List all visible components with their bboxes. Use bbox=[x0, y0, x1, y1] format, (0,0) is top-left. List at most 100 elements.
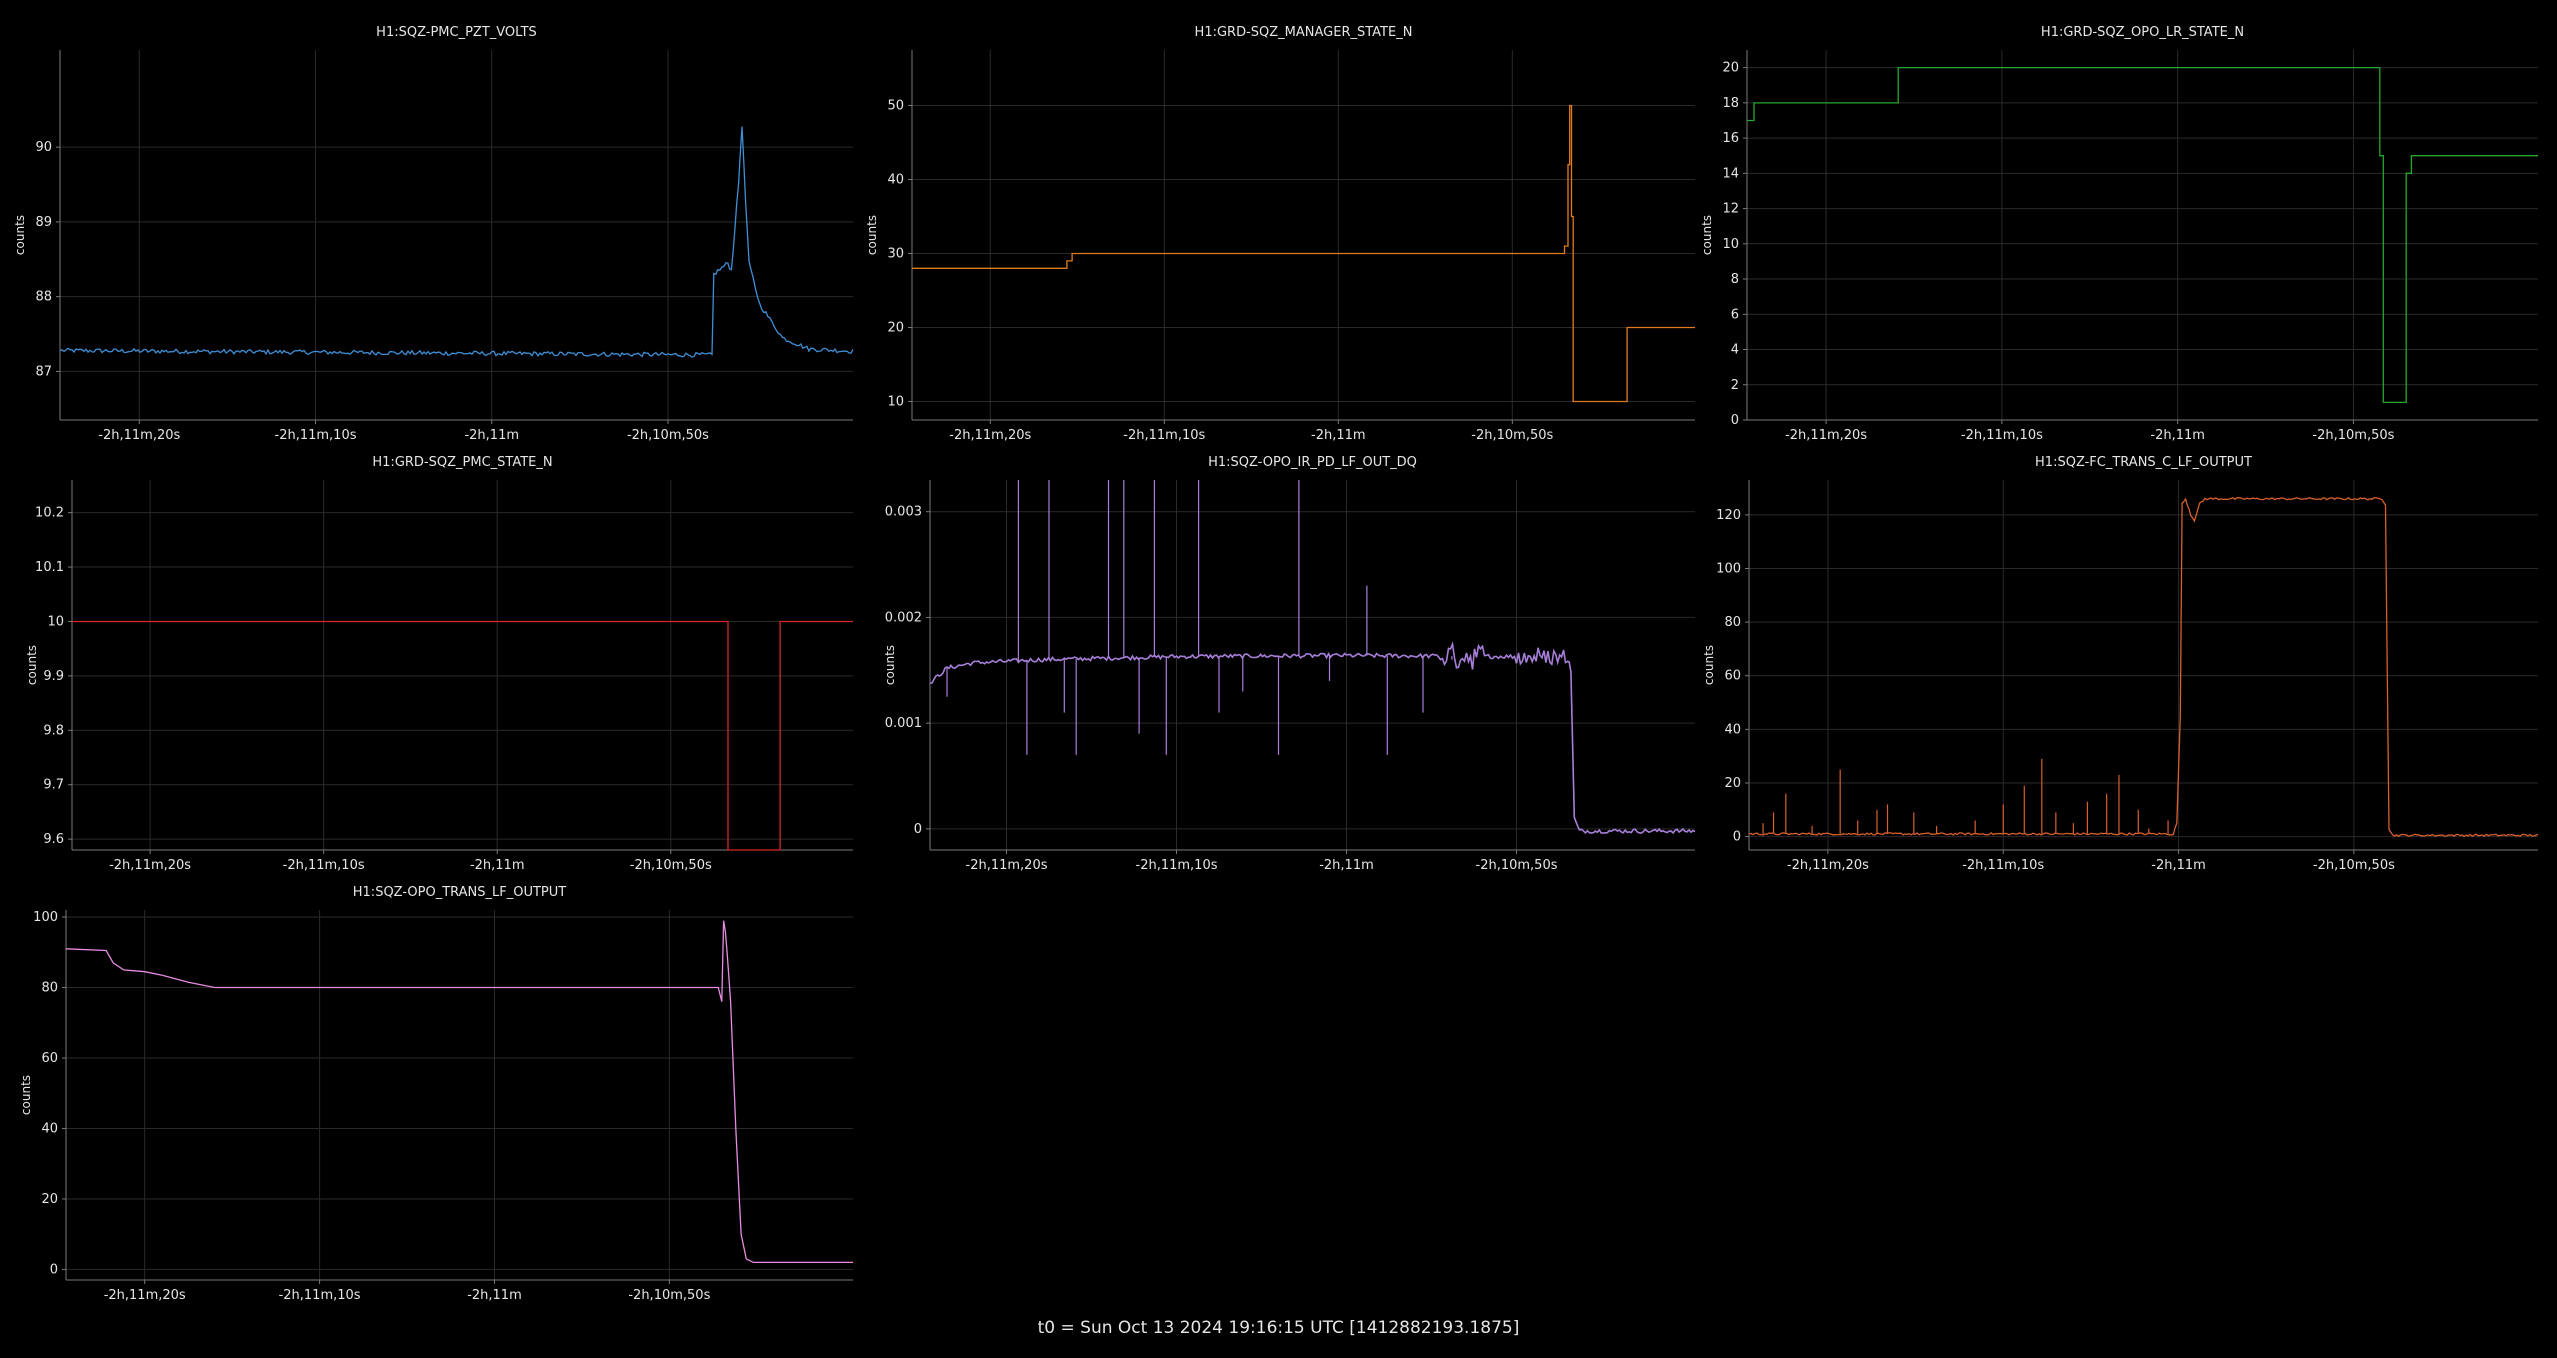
y-tick-label: 20 bbox=[41, 1192, 58, 1207]
y-tick-label: 9.9 bbox=[43, 669, 64, 684]
y-tick-label: 20 bbox=[1722, 61, 1739, 76]
y-tick-label: 60 bbox=[1724, 669, 1741, 684]
x-tick-label: -2h,11m bbox=[464, 428, 519, 443]
x-tick-label: -2h,11m,10s bbox=[1123, 428, 1205, 443]
y-tick-label: 16 bbox=[1722, 131, 1739, 146]
x-tick-label: -2h,11m bbox=[2151, 858, 2206, 873]
series-line bbox=[65, 920, 853, 1264]
y-tick-label: 0 bbox=[914, 822, 922, 837]
y-tick-label: 0.001 bbox=[885, 716, 922, 731]
y-tick-label: 0 bbox=[1733, 830, 1741, 845]
y-tick-label: 80 bbox=[1724, 615, 1741, 630]
y-tick-label: 9.8 bbox=[43, 723, 64, 738]
y-tick-label: 9.7 bbox=[43, 778, 64, 793]
x-tick-label: -2h,10m,50s bbox=[1471, 428, 1553, 443]
x-tick-label: -2h,11m,10s bbox=[1961, 428, 2043, 443]
y-tick-label: 0 bbox=[1731, 413, 1739, 428]
x-tick-label: -2h,11m,20s bbox=[966, 858, 1048, 873]
x-tick-label: -2h,11m,20s bbox=[1785, 428, 1867, 443]
x-tick-label: -2h,11m,20s bbox=[104, 1288, 186, 1303]
y-tick-label: 89 bbox=[35, 215, 52, 230]
x-tick-label: -2h,10m,50s bbox=[630, 858, 712, 873]
y-axis-label: counts bbox=[19, 1075, 33, 1115]
chart-title: H1:GRD-SQZ_OPO_LR_STATE_N bbox=[2041, 25, 2244, 40]
series-line bbox=[72, 620, 853, 851]
x-tick-label: -2h,11m,20s bbox=[949, 428, 1031, 443]
y-tick-label: 4 bbox=[1731, 343, 1739, 358]
y-tick-label: 20 bbox=[887, 321, 904, 336]
y-tick-label: 10 bbox=[887, 395, 904, 410]
chart-title: H1:GRD-SQZ_MANAGER_STATE_N bbox=[1195, 25, 1413, 40]
x-tick-label: -2h,11m,10s bbox=[1136, 858, 1218, 873]
x-tick-label: -2h,11m,10s bbox=[279, 1288, 361, 1303]
x-tick-label: -2h,11m,20s bbox=[98, 428, 180, 443]
y-tick-label: 0.002 bbox=[885, 610, 922, 625]
y-axis-label: counts bbox=[1702, 645, 1716, 685]
y-tick-label: 2 bbox=[1731, 378, 1739, 393]
y-tick-label: 10.2 bbox=[35, 506, 64, 521]
y-axis-label: counts bbox=[25, 645, 39, 685]
x-tick-label: -2h,10m,50s bbox=[2312, 428, 2394, 443]
series-line bbox=[1747, 66, 2538, 404]
y-tick-label: 0 bbox=[50, 1262, 58, 1277]
t0-footer: t0 = Sun Oct 13 2024 19:16:15 UTC [14128… bbox=[1037, 1318, 1520, 1338]
y-axis-label: counts bbox=[883, 645, 897, 685]
y-tick-label: 40 bbox=[1724, 722, 1741, 737]
series-line bbox=[1748, 496, 2539, 838]
series-line bbox=[912, 104, 1695, 403]
y-tick-label: 20 bbox=[1724, 776, 1741, 791]
x-tick-label: -2h,10m,50s bbox=[1476, 858, 1558, 873]
y-tick-label: 6 bbox=[1731, 307, 1739, 322]
y-tick-label: 18 bbox=[1722, 96, 1739, 111]
y-tick-label: 120 bbox=[1716, 508, 1741, 523]
y-tick-label: 40 bbox=[887, 173, 904, 188]
y-tick-label: 14 bbox=[1722, 166, 1739, 181]
series-line bbox=[59, 126, 854, 358]
x-tick-label: -2h,11m bbox=[467, 1288, 522, 1303]
x-tick-label: -2h,10m,50s bbox=[2313, 858, 2395, 873]
x-tick-label: -2h,10m,50s bbox=[628, 1288, 710, 1303]
y-tick-label: 0.003 bbox=[885, 505, 922, 520]
chart-title: H1:SQZ-OPO_IR_PD_LF_OUT_DQ bbox=[1208, 455, 1417, 470]
y-tick-label: 10 bbox=[1722, 237, 1739, 252]
y-tick-label: 90 bbox=[35, 140, 52, 155]
y-axis-label: counts bbox=[1700, 215, 1714, 255]
series-line bbox=[929, 641, 1696, 835]
x-tick-label: -2h,11m bbox=[2150, 428, 2205, 443]
y-axis-label: counts bbox=[865, 215, 879, 255]
y-axis-label: counts bbox=[13, 215, 27, 255]
y-tick-label: 10.1 bbox=[35, 560, 64, 575]
x-tick-label: -2h,11m,10s bbox=[1962, 858, 2044, 873]
x-tick-label: -2h,11m,10s bbox=[283, 858, 365, 873]
x-tick-label: -2h,11m,10s bbox=[275, 428, 357, 443]
x-tick-label: -2h,11m,20s bbox=[109, 858, 191, 873]
x-tick-label: -2h,11m bbox=[1311, 428, 1366, 443]
y-tick-label: 60 bbox=[41, 1051, 58, 1066]
chart-title: H1:GRD-SQZ_PMC_STATE_N bbox=[372, 455, 552, 470]
chart-title: H1:SQZ-FC_TRANS_C_LF_OUTPUT bbox=[2035, 455, 2252, 470]
y-tick-label: 12 bbox=[1722, 202, 1739, 217]
x-tick-label: -2h,11m,20s bbox=[1787, 858, 1869, 873]
y-tick-label: 80 bbox=[41, 981, 58, 996]
y-tick-label: 50 bbox=[887, 99, 904, 114]
chart-title: H1:SQZ-PMC_PZT_VOLTS bbox=[376, 25, 537, 40]
y-tick-label: 10 bbox=[47, 614, 64, 629]
x-tick-label: -2h,11m bbox=[1319, 858, 1374, 873]
y-tick-label: 8 bbox=[1731, 272, 1739, 287]
x-tick-label: -2h,10m,50s bbox=[627, 428, 709, 443]
y-tick-label: 87 bbox=[35, 364, 52, 379]
y-tick-label: 9.6 bbox=[43, 832, 64, 847]
chart-title: H1:SQZ-OPO_TRANS_LF_OUTPUT bbox=[353, 885, 567, 900]
x-tick-label: -2h,11m bbox=[470, 858, 525, 873]
y-tick-label: 100 bbox=[33, 910, 58, 925]
y-tick-label: 100 bbox=[1716, 561, 1741, 576]
y-tick-label: 40 bbox=[41, 1121, 58, 1136]
